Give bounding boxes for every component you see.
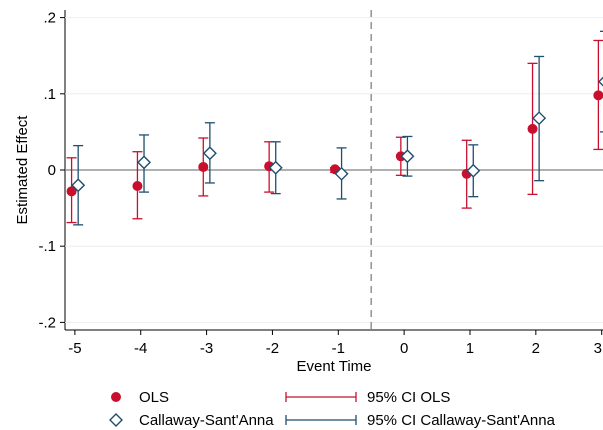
y-tick-label: -.1 [38,238,56,255]
x-tick-label: 3 [594,340,602,357]
legend-ols-label: OLS [139,389,169,406]
tick-layer: -.2 -.1 0 .1 .2 -5 -4 -3 -2 -1 0 1 2 3 [38,10,603,357]
x-tick-label: 1 [466,340,474,357]
marker-layer [66,76,603,197]
callaway-santanna-point [334,166,349,181]
y-tick-label: 0 [48,162,56,179]
ols-point [593,90,603,101]
legend-ci-ols-label: 95% CI OLS [367,389,450,406]
callaway-santanna-point [532,111,547,126]
callaway-santanna-point [202,146,217,161]
y-tick-label: .2 [43,10,56,27]
x-tick-label: -5 [68,340,81,357]
x-tick-label: -4 [134,340,147,357]
ols-point [527,123,538,134]
ols-point [66,186,77,197]
callaway-santanna-point [597,76,603,87]
legend-ci-ols-symbol [285,392,357,402]
legend: OLS 95% CI OLS Callaway-Sant'Anna 95% CI… [109,389,556,429]
x-axis-title: Event Time [296,358,371,375]
grid-layer [65,17,603,323]
legend-ci-cs-label: 95% CI Callaway-Sant'Anna [367,412,556,429]
x-tick-label: -3 [200,340,213,357]
callaway-santanna-point [137,155,152,170]
x-tick-label: 0 [400,340,408,357]
callaway-santanna-point [268,160,283,175]
ols-point [198,161,209,172]
y-tick-label: -.2 [38,314,56,331]
y-axis-title: Estimated Effect [14,115,31,225]
legend-cs-label: Callaway-Sant'Anna [139,412,274,429]
callaway-santanna-point [466,163,481,178]
ols-point [132,181,143,191]
x-tick-label: 2 [532,340,540,357]
x-tick-label: -2 [266,340,279,357]
legend-ci-cs-symbol [285,415,357,425]
y-tick-label: .1 [43,86,56,103]
callaway-santanna-point [400,149,415,164]
x-tick-label: -1 [332,340,345,357]
confidence-interval-layer [66,30,603,226]
ci-bar [599,30,603,133]
legend-ols-marker [111,392,121,402]
legend-cs-marker [109,413,123,427]
callaway-santanna-point [71,178,86,193]
